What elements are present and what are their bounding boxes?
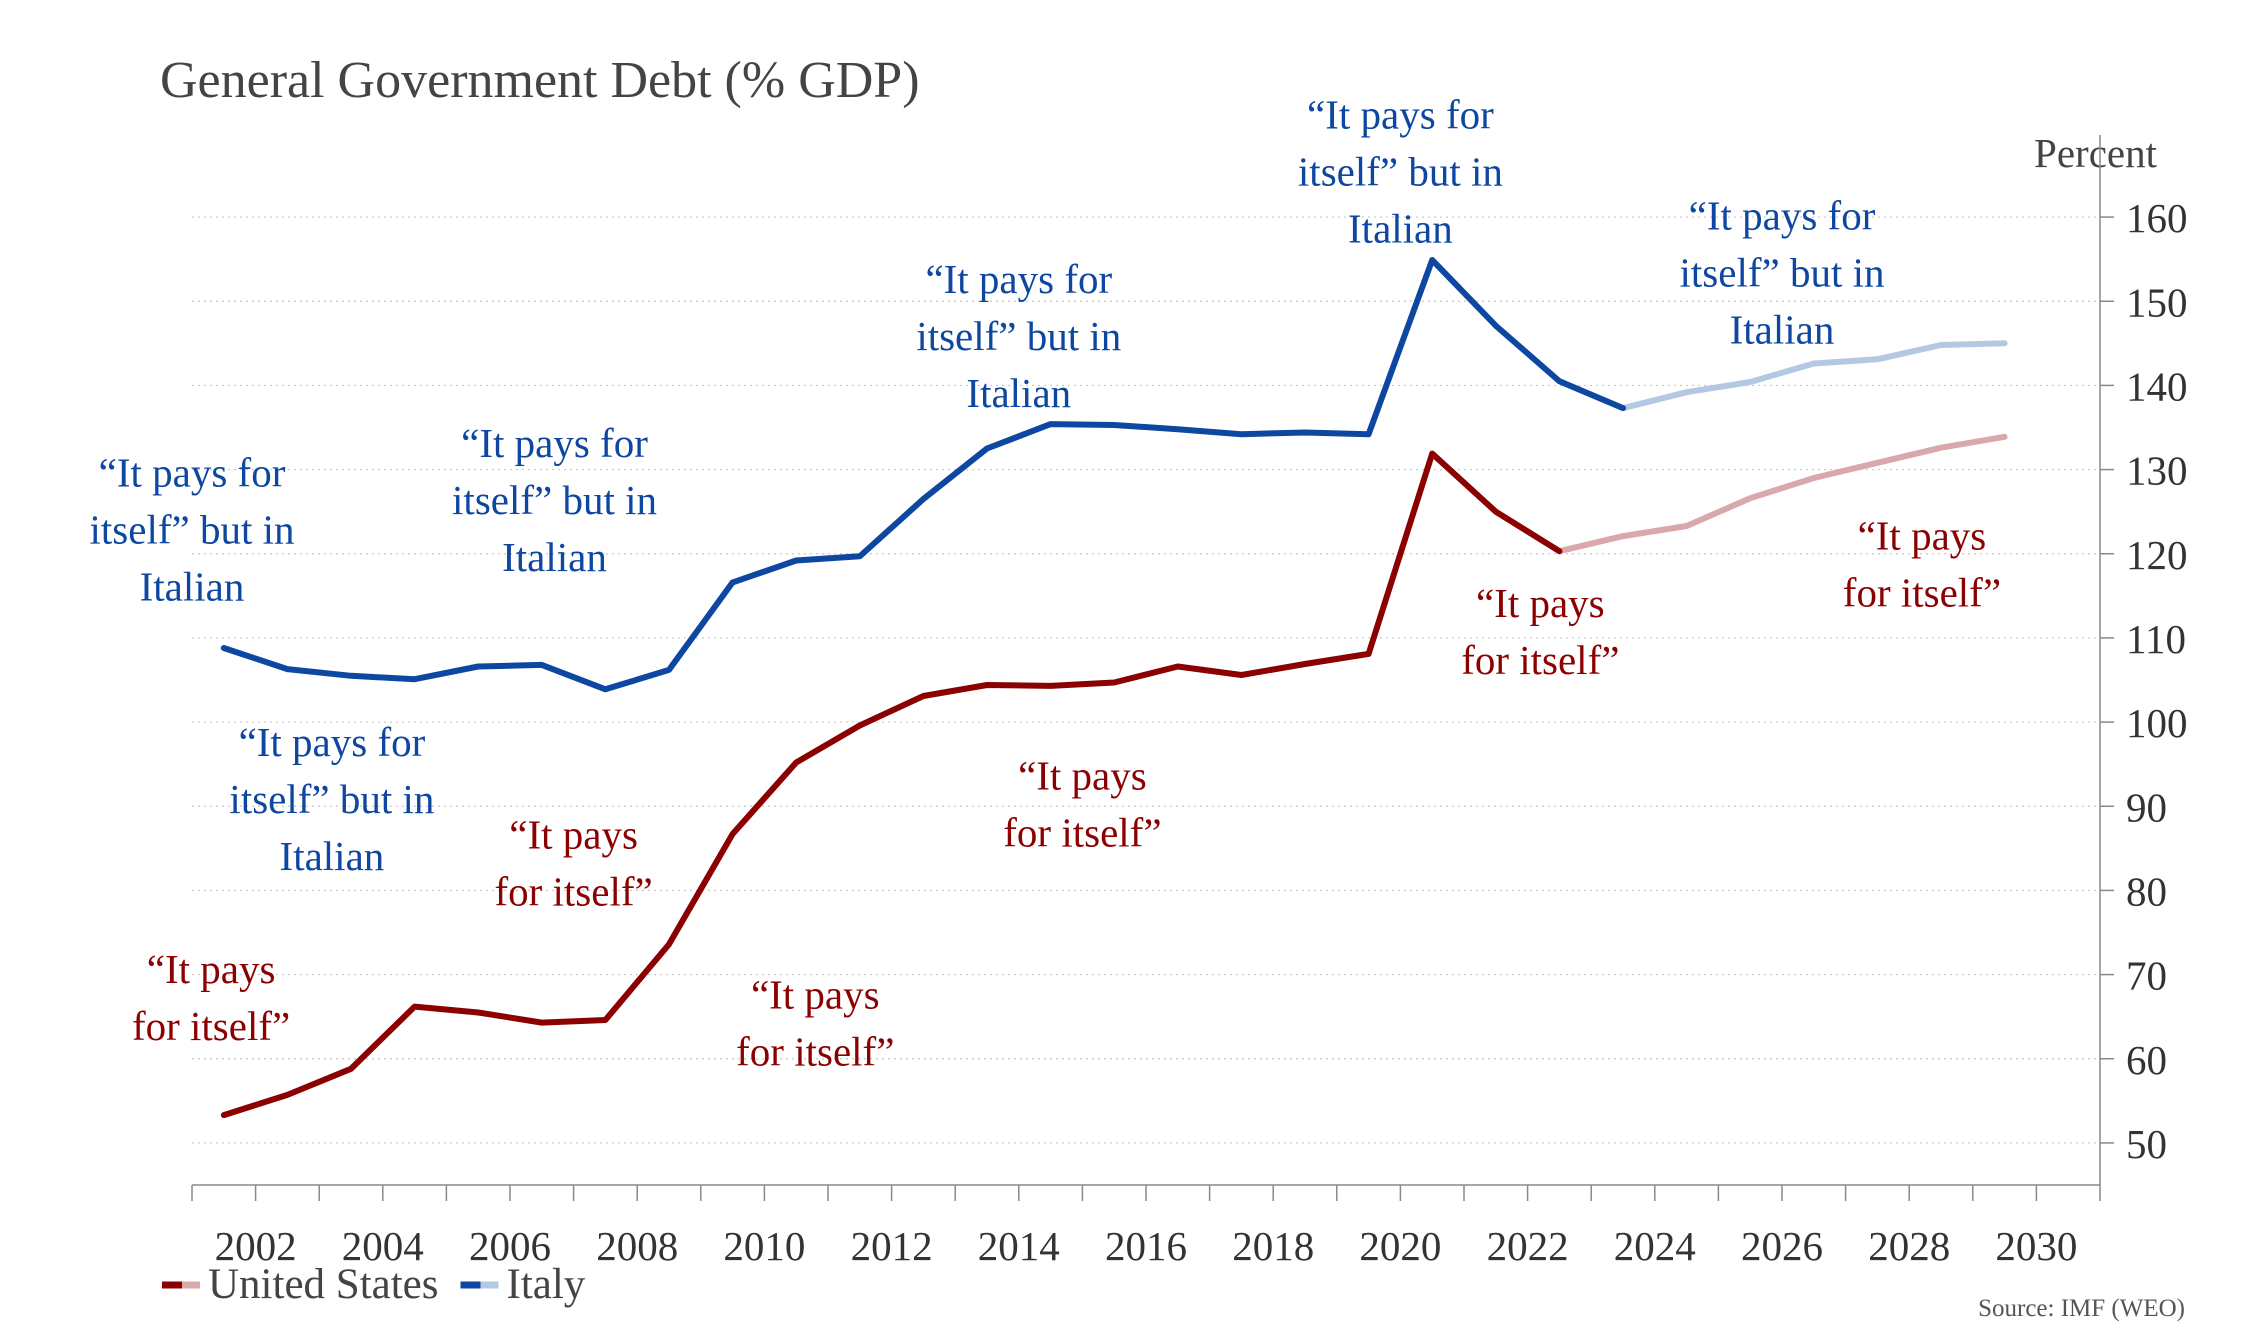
annotation-line: “It pays (147, 946, 276, 992)
x-tick-label: 2024 (1614, 1223, 1696, 1269)
y-tick-label: 120 (2126, 532, 2188, 578)
x-tick-label: 2010 (723, 1223, 805, 1269)
united-states-annotation: “It pays for itself” (1461, 580, 1619, 683)
annotation-line: Italian (502, 534, 607, 580)
y-tick-label: 160 (2126, 195, 2188, 241)
annotation-line: itself” but in (916, 313, 1121, 359)
y-tick-label: 100 (2126, 700, 2188, 746)
united-states-annotation: “It pays for itself” (494, 811, 652, 914)
x-tick-label: 2014 (978, 1223, 1060, 1269)
united-states-forecast-line (1556, 433, 2008, 555)
annotation-line: Italian (966, 370, 1071, 416)
italy-annotation: “It pays for itself” but in Italian (90, 449, 295, 609)
x-tick-label: 2008 (596, 1223, 678, 1269)
annotations: “It pays for itself” but in Italian“It pay… (90, 92, 2002, 1075)
chart-title: General Government Debt (% GDP) (160, 52, 920, 109)
y-axis-label: Percent (2034, 130, 2158, 176)
series-lines (220, 257, 2008, 1119)
annotation-line: itself” but in (1298, 149, 1503, 195)
y-tick-label: 110 (2126, 616, 2186, 662)
legend: United States Italy (162, 1261, 586, 1308)
x-tick-label: 2030 (1995, 1223, 2077, 1269)
annotation-line: “It pays for (1307, 92, 1494, 138)
annotation-line: for itself” (1843, 570, 2001, 616)
italy-annotation: “It pays for itself” but in Italian (1680, 193, 1885, 353)
italy-forecast-line (1620, 340, 2008, 412)
y-tick-label: 150 (2126, 279, 2188, 325)
annotation-line: “It pays for (99, 449, 286, 495)
x-tick-label: 2016 (1105, 1223, 1187, 1269)
y-tick-label: 80 (2126, 868, 2167, 914)
italy-legend-label: Italy (507, 1261, 586, 1308)
annotation-line: “It pays for (239, 719, 426, 765)
italy-annotation: “It pays for itself” but in Italian (916, 256, 1121, 416)
axes: 50 60 70 80 90 100 110 120 130 140 150 160 2002 2004 2… (191, 135, 2188, 1269)
united-states-annotation: “It pays for itself” (1003, 752, 1161, 855)
annotation-line: for itself” (736, 1028, 894, 1074)
united-states-annotation: “It pays for itself” (1843, 513, 2001, 616)
x-tick-label: 2026 (1741, 1223, 1823, 1269)
annotation-line: for itself” (1003, 809, 1161, 855)
annotation-line: “It pays (1476, 580, 1605, 626)
annotation-line: “It pays for (461, 420, 648, 466)
annotation-line: for itself” (1461, 637, 1619, 683)
x-tick-label: 2022 (1487, 1223, 1569, 1269)
annotation-line: itself” but in (229, 776, 434, 822)
annotation-line: itself” but in (1680, 250, 1885, 296)
y-tick-label: 130 (2126, 448, 2188, 494)
annotation-line: “It pays (1018, 752, 1147, 798)
y-tick-label: 140 (2126, 363, 2188, 409)
annotation-line: “It pays (751, 971, 880, 1017)
annotation-line: “It pays (509, 811, 638, 857)
x-tick-label: 2028 (1868, 1223, 1950, 1269)
source-note: Source: IMF (WEO) (1978, 1295, 2185, 1322)
united-states-annotation: “It pays for itself” (736, 971, 894, 1074)
x-tick-label: 2012 (851, 1223, 933, 1269)
annotation-line: Italian (280, 833, 385, 879)
annotation-line: Italian (1348, 206, 1453, 252)
italy-annotation: “It pays for itself” but in Italian (229, 719, 434, 879)
x-tick-label: 2006 (469, 1223, 551, 1269)
x-tick-label: 2002 (215, 1223, 297, 1269)
italy-line (220, 257, 1626, 693)
annotation-line: “It pays for (925, 256, 1112, 302)
y-tick-label: 90 (2126, 784, 2167, 830)
grid-lines (192, 216, 2100, 1144)
united-states-line (220, 450, 1563, 1119)
y-tick-label: 60 (2126, 1037, 2167, 1083)
annotation-line: for itself” (132, 1003, 290, 1049)
italy-annotation: “It pays for itself” but in Italian (1298, 92, 1503, 252)
y-tick-label: 50 (2126, 1121, 2167, 1167)
x-tick-label: 2020 (1359, 1223, 1441, 1269)
x-tick-label: 2004 (342, 1223, 424, 1269)
annotation-line: Italian (140, 563, 245, 609)
italy-annotation: “It pays for itself” but in Italian (452, 420, 657, 580)
annotation-line: for itself” (494, 868, 652, 914)
annotation-line: itself” but in (90, 506, 295, 552)
y-tick-label: 70 (2126, 953, 2167, 999)
x-tick-label: 2018 (1232, 1223, 1314, 1269)
united-states-legend-label: United States (208, 1261, 439, 1308)
annotation-line: “It pays (1858, 513, 1987, 559)
annotation-line: itself” but in (452, 477, 657, 523)
united-states-annotation: “It pays for itself” (132, 946, 290, 1049)
annotation-line: “It pays for (1689, 193, 1876, 239)
annotation-line: Italian (1730, 307, 1835, 353)
